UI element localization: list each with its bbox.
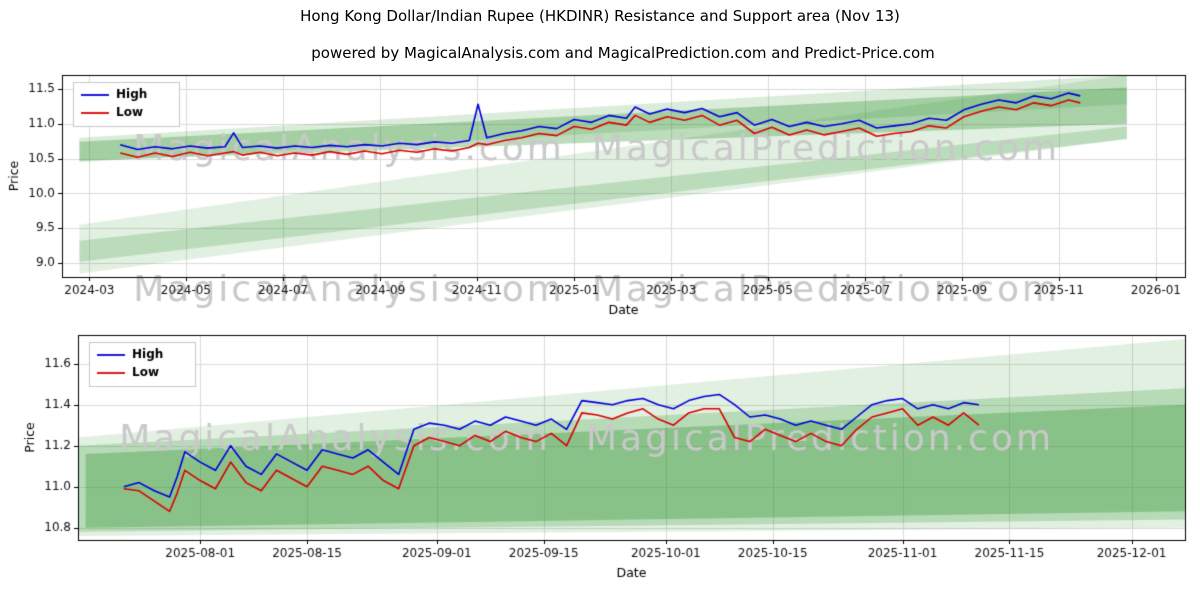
chart-title: Hong Kong Dollar/Indian Rupee (HKDINR) R… [300, 7, 900, 25]
chart-subtitle: powered by MagicalAnalysis.com and Magic… [311, 44, 935, 62]
